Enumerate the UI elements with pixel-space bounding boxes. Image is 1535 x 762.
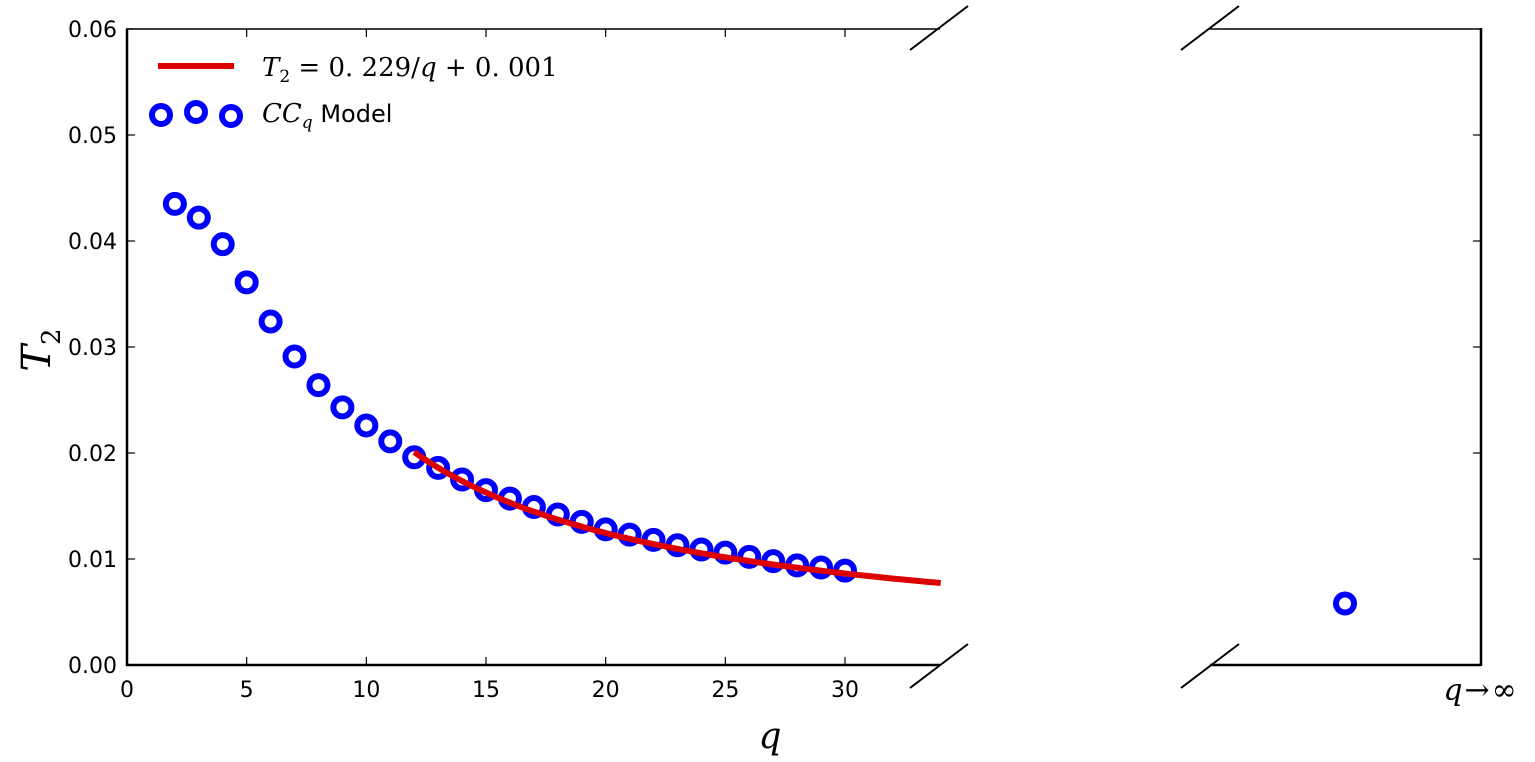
axis-break-mark-top-right <box>1180 5 1240 51</box>
right-y-ticks <box>1473 134 1481 560</box>
y-tick-label: 0.02 <box>68 442 117 467</box>
right-axes <box>1180 5 1483 689</box>
fit-line <box>412 449 941 586</box>
x-axis-label: q <box>758 716 781 757</box>
y-tick-label: 0.06 <box>68 18 117 43</box>
data-point-marker <box>210 232 235 257</box>
axis-break-mark-bottom-left <box>909 643 969 689</box>
x-ticks: 0 5 10 15 20 25 30 <box>120 29 859 703</box>
data-point-marker <box>186 205 211 230</box>
y-tick-label: 0.00 <box>68 654 117 679</box>
limit-point-circle <box>1333 591 1357 616</box>
x-tick-label: 15 <box>472 678 500 703</box>
legend-circle-icon <box>184 100 208 124</box>
cc-q-model-markers <box>162 191 857 583</box>
y-tick-label: 0.03 <box>68 336 117 361</box>
axis-break-mark-top-left <box>909 5 969 51</box>
x-tick-label: 30 <box>831 678 859 703</box>
data-point-marker <box>378 429 403 454</box>
limit-point-marker <box>1333 591 1357 616</box>
legend-circle-icon <box>219 104 243 128</box>
y-tick-label: 0.05 <box>68 124 117 149</box>
y-ticks: 0.00 0.01 0.02 0.03 0.04 0.05 0.06 <box>68 18 135 679</box>
y-tick-label: 0.04 <box>68 230 117 255</box>
x-tick-label: 0 <box>120 678 134 703</box>
data-point-marker <box>306 373 331 398</box>
data-point-marker <box>162 191 187 216</box>
x-tick-label: 5 <box>240 678 254 703</box>
data-point-marker <box>713 540 738 565</box>
data-point-marker <box>282 344 307 369</box>
x-tick-label: 20 <box>592 678 620 703</box>
data-point-marker <box>234 270 259 295</box>
legend-model-label: CCq Model <box>262 99 392 133</box>
y-axis-label: T2 <box>14 328 67 371</box>
y-axis-label-main: T2 <box>14 328 67 371</box>
x-tick-label: 10 <box>352 678 380 703</box>
data-point-marker <box>354 413 379 438</box>
axis-break-mark-bottom-right <box>1180 643 1240 689</box>
data-point-marker <box>330 395 355 420</box>
left-axes: 0 5 10 15 20 25 30 0.000.010.020.030.040.050.0… <box>68 5 969 703</box>
data-point-marker <box>258 309 283 334</box>
y-tick-label: 0.01 <box>68 548 117 573</box>
x-tick-label: 25 <box>711 678 739 703</box>
data-point-marker <box>426 455 451 480</box>
legend: T2 = 0. 229/q + 0. 001 CCq Model <box>149 53 558 133</box>
legend-circle-icon <box>149 103 173 127</box>
right-x-label: q→∞ <box>1443 673 1516 708</box>
legend-model-swatch <box>149 100 243 128</box>
legend-fit-label: T2 = 0. 229/q + 0. 001 <box>262 53 558 87</box>
